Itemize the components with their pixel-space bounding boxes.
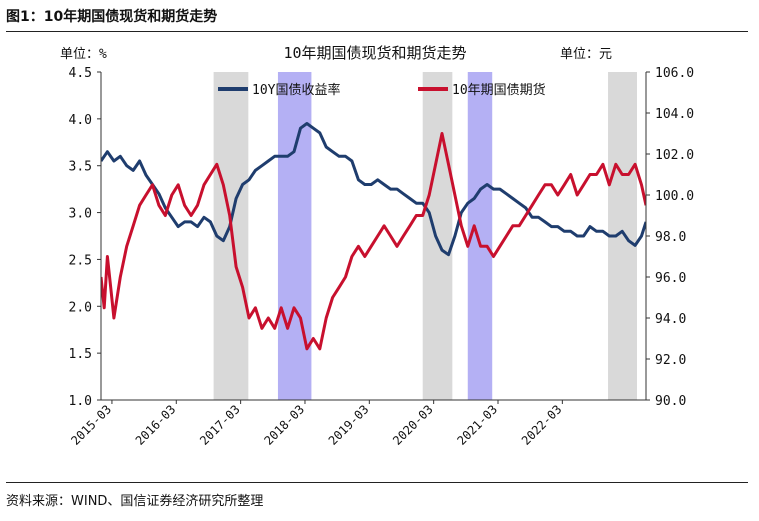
left-tick-label: 1.5 — [69, 347, 92, 362]
left-tick-label: 4.0 — [69, 113, 92, 128]
left-tick-label: 4.5 — [69, 66, 92, 81]
left-tick-label: 3.5 — [69, 160, 92, 175]
left-tick-label: 1.0 — [69, 394, 92, 409]
chart-title: 10年期国债现货和期货走势 — [283, 44, 466, 62]
x-tick-label: 2015-03 — [68, 402, 114, 448]
right-tick-label: 94.0 — [655, 312, 686, 327]
x-tick-label: 2022-03 — [519, 402, 565, 448]
right-tick-label: 96.0 — [655, 271, 686, 286]
right-tick-label: 106.0 — [655, 66, 694, 81]
x-tick-label: 2017-03 — [197, 402, 243, 448]
right-unit-label: 单位：元 — [560, 47, 612, 62]
axes: 4.5 4.0 3.5 3.0 2.5 2.0 1.5 1.0 106.0 104.0 102.0 1… — [68, 66, 694, 448]
yield-series-line — [101, 122, 646, 257]
series-lines — [101, 122, 646, 351]
right-tick-label: 104.0 — [655, 107, 694, 122]
left-unit-label: 单位：% — [60, 47, 107, 62]
top-rule — [6, 31, 748, 32]
x-tick-label: 2019-03 — [326, 402, 372, 448]
right-tick-label: 100.0 — [655, 189, 694, 204]
left-tick-label: 3.0 — [69, 207, 92, 222]
left-tick-label: 2.5 — [69, 253, 92, 268]
bottom-rule — [6, 482, 748, 483]
figure-title: 图1：10年期国债现货和期货走势 — [6, 9, 218, 25]
shaded-period-2 — [277, 72, 312, 400]
right-tick-label: 98.0 — [655, 230, 686, 245]
x-tick-label: 2018-03 — [261, 402, 307, 448]
futures-series-line — [101, 132, 646, 351]
right-tick-label: 90.0 — [655, 394, 686, 409]
shaded-periods — [213, 72, 637, 400]
left-tick-label: 2.0 — [69, 300, 92, 315]
chart: 4.5 4.0 3.5 3.0 2.5 2.0 1.5 1.0 106.0 104.0 102.0 1… — [60, 44, 694, 448]
right-tick-label: 92.0 — [655, 353, 686, 368]
legend: 10Y国债收益率 10年期国债期货 — [218, 82, 546, 98]
legend-label-futures: 10年期国债期货 — [452, 82, 546, 98]
legend-label-yield: 10Y国债收益率 — [252, 82, 340, 98]
source-note: 资料来源：WIND、国信证券经济研究所整理 — [6, 494, 264, 509]
right-tick-label: 102.0 — [655, 148, 694, 163]
x-tick-label: 2021-03 — [454, 402, 500, 448]
x-tick-label: 2020-03 — [390, 402, 436, 448]
shaded-period-3 — [422, 72, 453, 400]
x-tick-label: 2016-03 — [133, 402, 179, 448]
